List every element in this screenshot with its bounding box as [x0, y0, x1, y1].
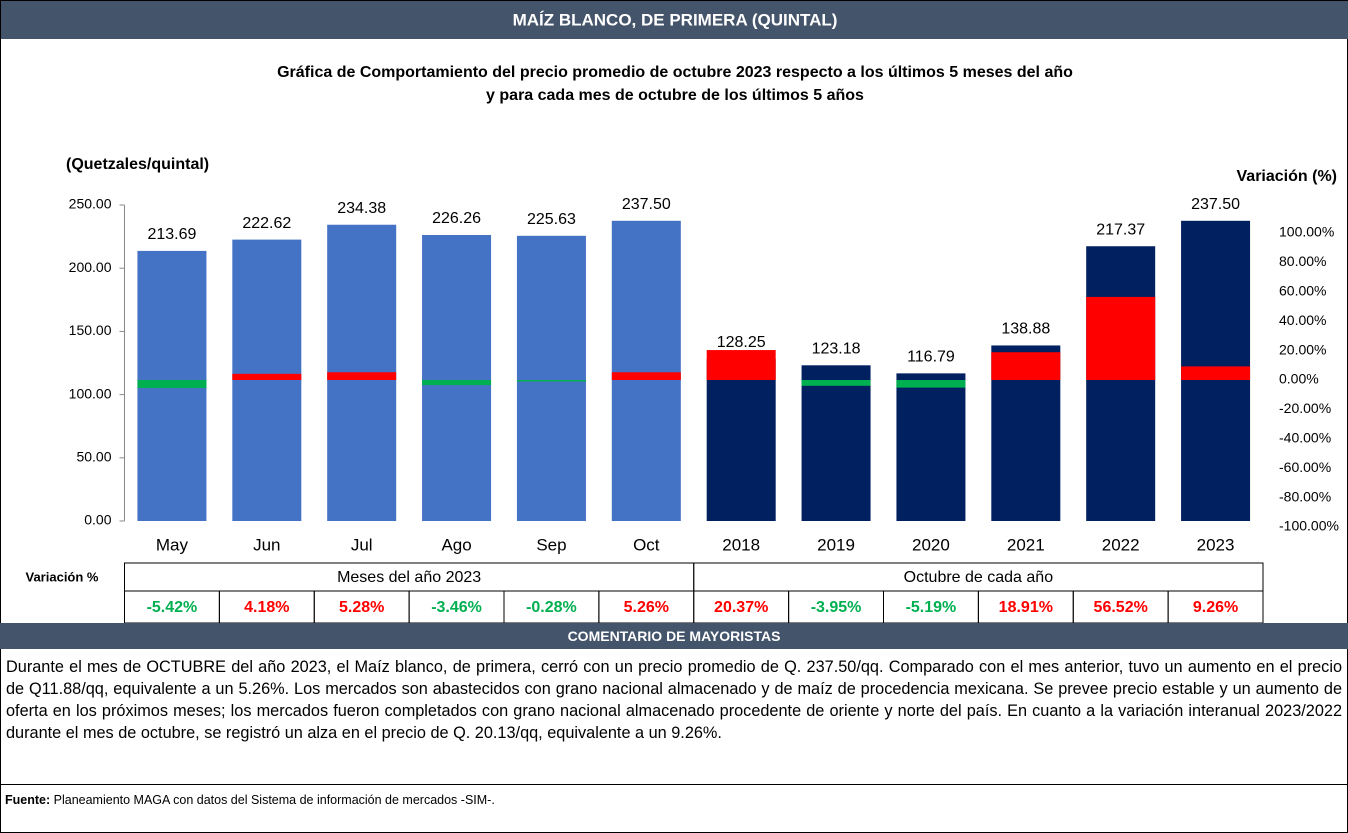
data-label: 234.38 [337, 200, 386, 217]
variation-bar [991, 352, 1061, 380]
table-group-label: Meses del año 2023 [337, 569, 481, 586]
bar [706, 358, 776, 521]
x-tick-label: Jul [351, 535, 373, 554]
variation-bar [137, 380, 207, 388]
variation-label: 56.52% [1094, 599, 1148, 616]
variation-bar [1181, 366, 1251, 380]
variation-bar [516, 380, 586, 382]
y2-tick-label: -60.00% [1279, 459, 1331, 475]
y2-tick-label: -40.00% [1279, 430, 1331, 446]
variation-label: -3.46% [431, 599, 482, 616]
x-tick-label: 2022 [1102, 535, 1140, 554]
y-tick-label: 250.00 [69, 196, 112, 212]
variation-label: 5.26% [624, 599, 669, 616]
y-tick-label: 0.00 [84, 512, 111, 528]
y2-tick-label: -20.00% [1279, 400, 1331, 416]
data-label: 213.69 [147, 226, 196, 243]
data-label: 225.63 [527, 211, 576, 228]
x-tick-label: 2018 [722, 535, 760, 554]
variation-bar [611, 372, 681, 380]
header: MAÍZ BLANCO, DE PRIMERA (QUINTAL) [513, 10, 838, 29]
source: Fuente: Planeamiento MAGA con datos del … [0, 784, 1348, 815]
comment-title: COMENTARIO DE MAYORISTAS [0, 623, 1348, 649]
chart-title: Gráfica de Comportamiento del precio pro… [277, 64, 1073, 81]
variation-label: 4.18% [244, 599, 289, 616]
data-label: 237.50 [622, 196, 671, 213]
variation-label: -5.19% [906, 599, 957, 616]
y2-tick-label: 20.00% [1279, 341, 1326, 357]
y-axis-label: (Quetzales/quintal) [66, 156, 209, 173]
y-tick-label: 200.00 [69, 259, 112, 275]
table-row-label: Variación % [26, 569, 99, 584]
data-label: 123.18 [812, 341, 861, 358]
x-tick-label: 2020 [912, 535, 950, 554]
data-label: 217.37 [1096, 221, 1145, 238]
y2-tick-label: 80.00% [1279, 253, 1326, 269]
variation-bar [896, 380, 966, 388]
y2-tick-label: 0.00% [1279, 371, 1319, 387]
y2-tick-label: -80.00% [1279, 488, 1331, 504]
bar [516, 235, 586, 521]
variation-bar [232, 373, 302, 380]
variation-label: 18.91% [999, 599, 1053, 616]
x-tick-label: 2023 [1197, 535, 1235, 554]
chart-subtitle: y para cada mes de octubre de los último… [486, 87, 864, 104]
y2-axis-label: Variación (%) [1237, 168, 1337, 185]
data-label: 222.62 [242, 215, 291, 232]
bar [611, 220, 681, 522]
bar [422, 235, 492, 521]
y2-tick-label: 60.00% [1279, 283, 1326, 299]
source-label: Fuente: [5, 793, 51, 807]
bar [232, 239, 302, 521]
comment-text: Durante el mes de OCTUBRE del año 2023, … [6, 658, 1342, 742]
data-label: 237.50 [1191, 196, 1240, 213]
variation-bar [327, 372, 397, 380]
header-bar [1, 1, 1348, 39]
y-tick-label: 100.00 [69, 385, 112, 401]
x-tick-label: Sep [536, 535, 566, 554]
y-tick-label: 50.00 [76, 449, 111, 465]
y2-tick-label: 40.00% [1279, 312, 1326, 328]
table-group-label: Octubre de cada año [904, 569, 1054, 586]
variation-bar [801, 380, 871, 386]
x-tick-label: Ago [441, 535, 471, 554]
data-label: 226.26 [432, 210, 481, 227]
x-tick-label: Oct [633, 535, 660, 554]
x-tick-label: 2021 [1007, 535, 1045, 554]
variation-label: 9.26% [1193, 599, 1238, 616]
variation-bar [422, 380, 492, 386]
x-tick-label: 2019 [817, 535, 855, 554]
bar [896, 373, 966, 521]
variation-bar [1086, 296, 1156, 380]
x-tick-label: May [156, 535, 189, 554]
data-label: 116.79 [907, 349, 955, 366]
x-tick-label: Jun [253, 535, 280, 554]
variation-label: 20.37% [714, 599, 768, 616]
bar [801, 365, 871, 521]
variation-bar [706, 350, 776, 380]
variation-label: 5.28% [339, 599, 384, 616]
y-tick-label: 150.00 [69, 322, 112, 338]
bar [1086, 246, 1156, 521]
data-label: 128.25 [717, 334, 766, 351]
y2-tick-label: -100.00% [1279, 518, 1339, 534]
variation-label: -5.42% [147, 599, 198, 616]
y2-tick-label: 100.00% [1279, 224, 1334, 240]
data-label: 138.88 [1001, 321, 1050, 338]
source-text: Planeamiento MAGA con datos del Sistema … [53, 793, 495, 807]
variation-label: -3.95% [811, 599, 862, 616]
variation-label: -0.28% [526, 599, 577, 616]
chart: MAÍZ BLANCO, DE PRIMERA (QUINTAL) Gráfic… [1, 1, 1348, 624]
